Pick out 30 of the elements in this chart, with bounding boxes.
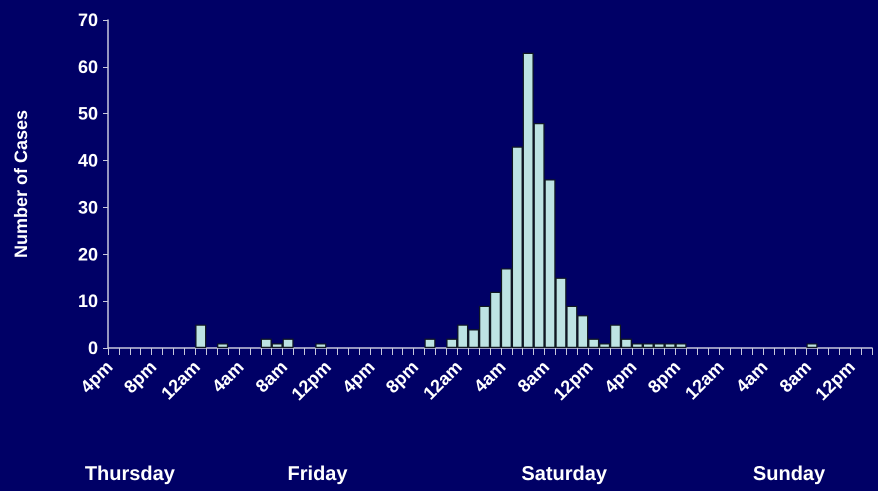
bar bbox=[806, 343, 818, 348]
y-tick-label: 70 bbox=[78, 10, 98, 30]
x-tick-label: 8pm bbox=[644, 356, 684, 398]
y-tick-label: 60 bbox=[78, 56, 98, 77]
bar bbox=[195, 324, 206, 348]
x-tick-label: 4pm bbox=[600, 356, 641, 398]
x-tick-label: 8pm bbox=[120, 356, 160, 398]
text: Friday bbox=[288, 463, 348, 485]
text: Saturday bbox=[521, 463, 608, 485]
bar bbox=[217, 343, 228, 348]
y-tick-label: 10 bbox=[78, 291, 98, 312]
x-tick-label: 4am bbox=[470, 356, 510, 396]
bar bbox=[315, 343, 326, 348]
x-tick-label: 4am bbox=[732, 356, 772, 396]
text: Thursday bbox=[84, 463, 176, 485]
x-tick-label: 8pm bbox=[382, 356, 422, 398]
x-tick-label: 4pm bbox=[76, 356, 117, 398]
y-axis-title: Number of Cases bbox=[11, 110, 31, 258]
bar bbox=[424, 338, 436, 348]
x-tick-label: 4pm bbox=[338, 356, 379, 398]
x-tick-label: 4am bbox=[208, 356, 248, 396]
text: Sunday bbox=[752, 463, 826, 485]
y-tick-label: 20 bbox=[78, 244, 98, 264]
x-tick-label: 8am bbox=[252, 356, 292, 396]
x-tick-label: 8am bbox=[776, 356, 816, 396]
y-tick-label: 40 bbox=[78, 150, 98, 171]
y-tick-label: 30 bbox=[78, 197, 98, 218]
y-tick-label: 50 bbox=[78, 104, 98, 124]
y-tick-label: 0 bbox=[88, 338, 98, 358]
x-tick-label: 8am bbox=[514, 356, 554, 396]
